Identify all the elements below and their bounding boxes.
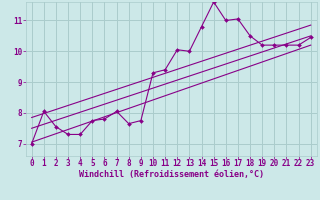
X-axis label: Windchill (Refroidissement éolien,°C): Windchill (Refroidissement éolien,°C) <box>79 170 264 179</box>
